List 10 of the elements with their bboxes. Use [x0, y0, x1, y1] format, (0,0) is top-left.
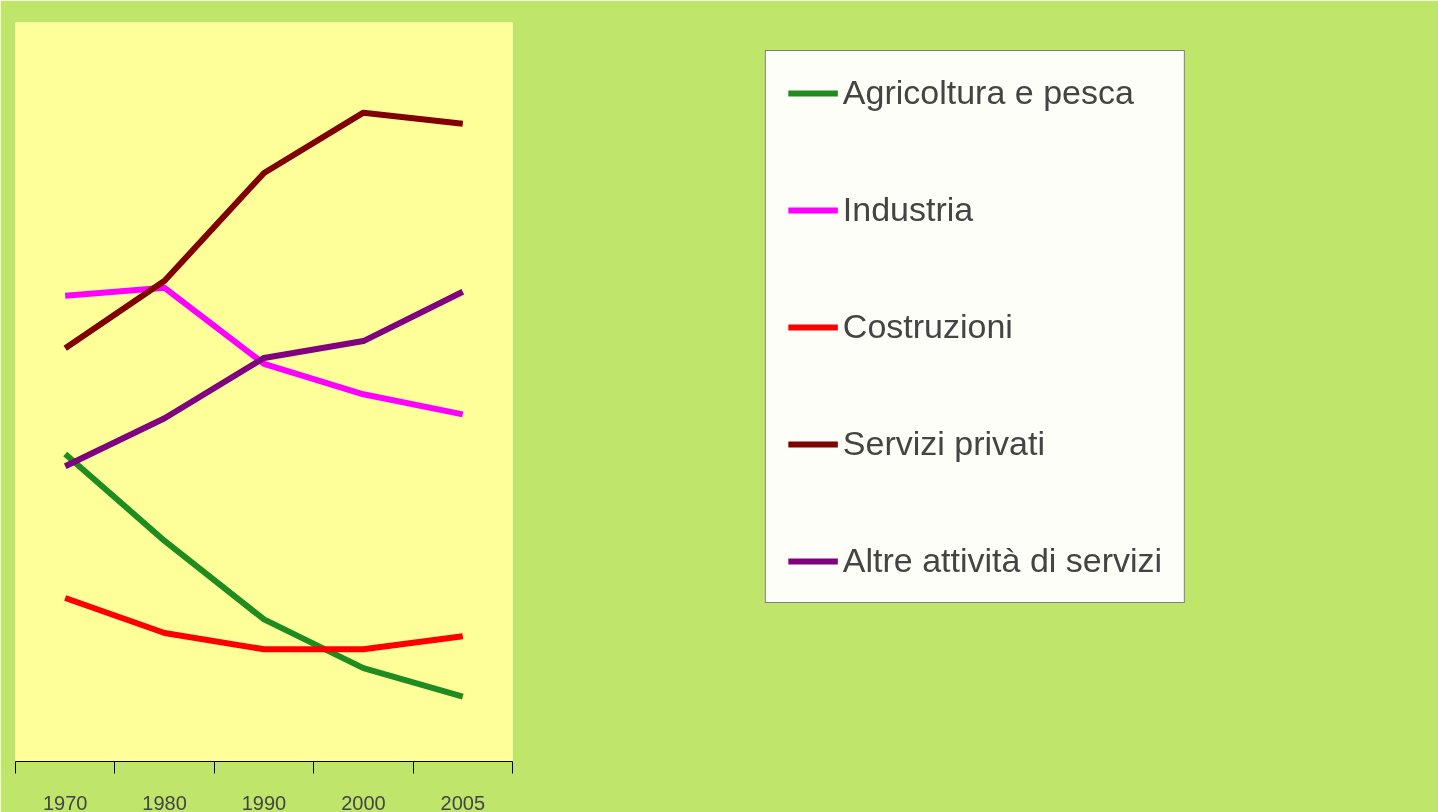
legend-label: Industria [842, 190, 974, 229]
x-tick-label: 1990 [241, 791, 287, 812]
legend-label: Servizi privati [842, 424, 1046, 463]
legend-label: Altre attività di servizi [842, 541, 1163, 580]
legend-label: Agricoltura e pesca [842, 73, 1134, 112]
legend-label: Costruzioni [842, 307, 1013, 346]
x-tick-label: 2005 [440, 791, 486, 812]
x-tick-label: 1980 [142, 791, 187, 812]
x-tick-label: 1970 [42, 791, 88, 812]
x-tick-label: 2000 [341, 791, 386, 812]
